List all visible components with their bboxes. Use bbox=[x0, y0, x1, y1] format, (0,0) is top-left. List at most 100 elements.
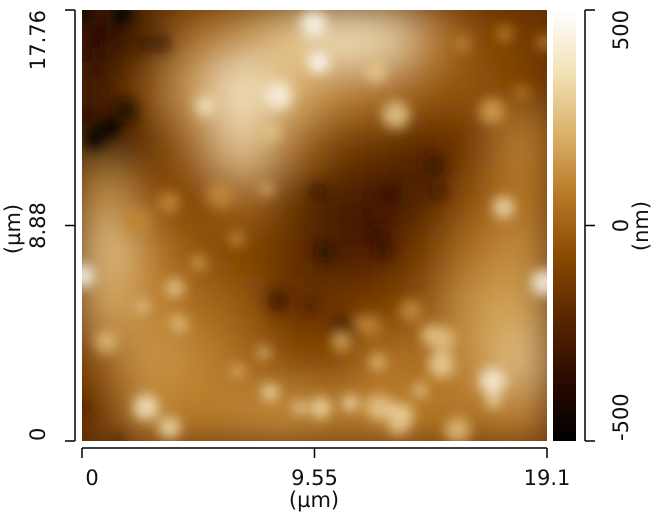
heatmap-cell bbox=[219, 61, 270, 120]
heatmap-cell bbox=[219, 10, 270, 66]
heatmap-grain bbox=[84, 128, 104, 149]
heatmap-grain bbox=[428, 351, 455, 378]
heatmap-grain bbox=[158, 191, 180, 214]
heatmap-cell bbox=[312, 169, 363, 228]
heatmap-grain bbox=[328, 311, 355, 338]
heatmap-grain bbox=[137, 301, 149, 312]
heatmap-grain bbox=[82, 111, 93, 123]
heatmap-cell bbox=[359, 169, 410, 228]
heatmap-cell bbox=[405, 223, 456, 282]
heatmap-cell bbox=[219, 223, 270, 282]
heatmap-cell bbox=[359, 10, 410, 66]
heatmap-grain bbox=[369, 353, 387, 371]
heatmap-cell bbox=[173, 115, 224, 174]
heatmap-cell bbox=[266, 223, 317, 282]
heatmap-grain bbox=[94, 330, 118, 354]
heatmap-grain bbox=[386, 411, 411, 436]
heatmap-grain bbox=[365, 61, 387, 83]
heatmap-cell bbox=[219, 115, 270, 174]
heatmap-cell bbox=[405, 169, 456, 228]
heatmap-grain bbox=[331, 333, 351, 352]
heatmap-grain bbox=[367, 222, 387, 243]
heatmap-grain bbox=[400, 299, 423, 323]
heatmap-cell bbox=[173, 10, 224, 66]
heatmap-grain bbox=[300, 10, 327, 38]
heatmap-grain bbox=[258, 346, 271, 359]
heatmap-grain bbox=[259, 182, 274, 197]
heatmap-grain bbox=[153, 36, 169, 52]
heatmap-grain bbox=[231, 364, 245, 378]
heatmap-grain bbox=[479, 98, 506, 125]
heatmap-cell bbox=[219, 385, 270, 441]
heatmap-grain bbox=[264, 81, 293, 110]
heatmap-grain bbox=[308, 52, 329, 74]
heatmap-grain bbox=[315, 242, 335, 262]
heatmap-grain bbox=[82, 264, 95, 288]
heatmap-grain bbox=[514, 85, 529, 100]
heatmap-grain bbox=[261, 123, 280, 142]
heatmap-grain bbox=[133, 394, 160, 421]
heatmap-cell bbox=[173, 223, 224, 282]
colorbar: 500 0 -500 (nm) bbox=[553, 9, 653, 442]
heatmap-cell bbox=[405, 10, 456, 66]
x-tick-label: 19.1 bbox=[524, 466, 571, 490]
heatmap-cell bbox=[452, 169, 503, 228]
heatmap-grain bbox=[99, 117, 120, 138]
y-tick-label: 0 bbox=[26, 428, 50, 441]
y-ticks: 0 8.88 17.76 bbox=[26, 9, 75, 442]
heatmap-cell bbox=[126, 331, 177, 390]
heatmap-grain-spots bbox=[82, 10, 547, 441]
heatmap-cell bbox=[452, 277, 503, 336]
heatmap-grain bbox=[486, 393, 502, 409]
x-tick-label: 0 bbox=[85, 466, 98, 490]
heatmap-cell bbox=[498, 331, 547, 390]
heatmap-grain bbox=[383, 189, 395, 201]
heatmap-grain bbox=[266, 288, 291, 313]
y-axis-label: (µm) bbox=[1, 204, 25, 254]
heatmap-grain bbox=[293, 401, 306, 414]
y-tick-label: 8.88 bbox=[26, 202, 50, 249]
heatmap-grain bbox=[139, 38, 152, 51]
heatmap-grain bbox=[373, 240, 392, 260]
heatmap-grain bbox=[381, 100, 410, 129]
heatmap-plot-area bbox=[82, 10, 547, 441]
x-axis-label: (µm) bbox=[289, 488, 339, 512]
heatmap-grain bbox=[365, 394, 392, 421]
heatmap-grain bbox=[82, 399, 90, 415]
heatmap-cell bbox=[173, 331, 224, 390]
heatmap-grain bbox=[309, 397, 332, 419]
heatmap-grain bbox=[531, 269, 547, 296]
heatmap-grain bbox=[229, 232, 244, 247]
heatmap-grain bbox=[536, 34, 547, 51]
heatmap-grain bbox=[169, 314, 184, 329]
heatmap-grain bbox=[430, 183, 445, 199]
heatmap-cell bbox=[498, 385, 547, 441]
heatmap-grain bbox=[496, 25, 513, 42]
heatmap-cell bbox=[266, 331, 317, 390]
heatmap-grain bbox=[111, 97, 138, 125]
colorbar-gradient bbox=[553, 10, 576, 441]
colorbar-tick-label: -500 bbox=[609, 393, 633, 441]
colorbar-label: (nm) bbox=[629, 201, 653, 251]
heatmap-grain bbox=[302, 299, 317, 314]
colorbar-ticks: 500 0 -500 bbox=[585, 9, 633, 442]
heatmap-grain bbox=[422, 154, 446, 178]
heatmap-grain bbox=[413, 383, 428, 398]
heatmap-grain bbox=[479, 367, 507, 395]
heatmap-cell bbox=[82, 277, 131, 336]
heatmap-cells bbox=[82, 10, 547, 441]
x-tick-label: 9.55 bbox=[291, 466, 338, 490]
heatmap-grain bbox=[82, 10, 93, 22]
heatmap-cell bbox=[498, 115, 547, 174]
heatmap-cell bbox=[126, 10, 177, 66]
heatmap-grain bbox=[311, 184, 326, 199]
heatmap-grain bbox=[356, 316, 367, 328]
colorbar-tick-label: 0 bbox=[609, 219, 633, 232]
x-ticks: 0 9.55 19.1 bbox=[81, 448, 571, 490]
heatmap-grain bbox=[492, 196, 515, 219]
heatmap-grain bbox=[206, 181, 234, 209]
heatmap-cell bbox=[452, 115, 503, 174]
colorbar-tick-label: 500 bbox=[609, 10, 633, 50]
heatmap-grain bbox=[190, 254, 207, 271]
